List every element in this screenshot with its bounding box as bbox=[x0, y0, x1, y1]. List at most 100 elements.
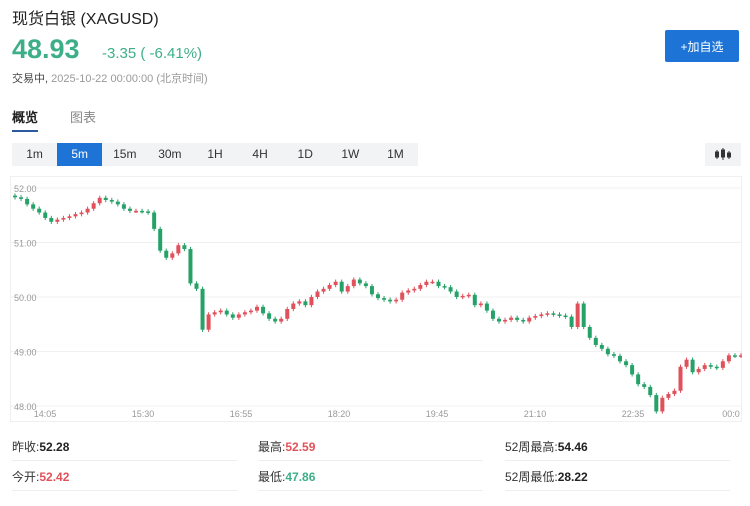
candle-body bbox=[648, 386, 653, 396]
stat-label: 52周最高: bbox=[505, 440, 558, 454]
candle-body bbox=[714, 366, 719, 369]
stat-label: 昨收: bbox=[12, 440, 40, 454]
candle-body bbox=[563, 315, 568, 318]
candle-body bbox=[436, 281, 441, 287]
interval-1W[interactable]: 1W bbox=[341, 147, 360, 161]
x-tick-label: 00:0 bbox=[722, 409, 740, 419]
candle-body bbox=[13, 195, 17, 198]
stat-label: 今开: bbox=[12, 470, 40, 484]
interval-4H[interactable]: 4H bbox=[252, 147, 268, 161]
candle-body bbox=[581, 303, 586, 327]
tab-overview[interactable]: 概览 bbox=[12, 107, 39, 132]
candle-body bbox=[194, 283, 199, 289]
candle-body bbox=[660, 397, 665, 412]
candle-body bbox=[255, 306, 259, 311]
candle-body bbox=[158, 228, 163, 251]
candle-body bbox=[466, 294, 471, 297]
candle-body bbox=[726, 355, 731, 362]
y-tick-label: 50.00 bbox=[14, 293, 37, 303]
candle-body bbox=[400, 292, 405, 300]
stat-item: 今开:52.42 bbox=[12, 468, 69, 485]
stat-item: 昨收:52.28 bbox=[12, 438, 69, 455]
instrument-title: 现货白银 (XAGUSD) bbox=[12, 11, 159, 28]
candle-body bbox=[599, 344, 604, 349]
candle-body bbox=[478, 303, 483, 306]
divider bbox=[258, 460, 483, 461]
candle-body bbox=[739, 355, 742, 357]
candle-body bbox=[678, 366, 683, 391]
candle-body bbox=[333, 281, 338, 286]
candle-body bbox=[636, 374, 641, 385]
interval-1H[interactable]: 1H bbox=[207, 147, 223, 161]
interval-1m[interactable]: 1m bbox=[26, 147, 43, 161]
candle-body bbox=[212, 312, 217, 315]
candle-body bbox=[31, 204, 36, 209]
candle-body bbox=[267, 313, 272, 319]
candle-body bbox=[527, 317, 532, 322]
candle-body bbox=[303, 301, 308, 306]
candle-body bbox=[37, 208, 42, 213]
candle-body bbox=[176, 245, 181, 254]
candle-body bbox=[242, 312, 247, 315]
candle-body bbox=[43, 212, 48, 218]
add-watchlist-button[interactable]: +加自选 bbox=[665, 30, 739, 62]
candle-body bbox=[297, 301, 302, 304]
x-tick-label: 21:10 bbox=[524, 409, 547, 419]
candle-body bbox=[497, 318, 501, 322]
candle-body bbox=[448, 287, 453, 292]
candle-body bbox=[388, 299, 393, 302]
candle-body bbox=[515, 317, 520, 320]
candle-body bbox=[357, 279, 362, 284]
candle-body bbox=[49, 217, 54, 222]
divider bbox=[505, 490, 730, 491]
candle-body bbox=[545, 313, 550, 315]
divider bbox=[258, 490, 483, 491]
interval-30m[interactable]: 30m bbox=[158, 147, 182, 161]
candle-body bbox=[25, 198, 30, 205]
x-tick-label: 19:45 bbox=[426, 409, 449, 419]
x-tick-label: 22:35 bbox=[622, 409, 645, 419]
candle-body bbox=[321, 288, 326, 292]
candle-body bbox=[85, 208, 90, 213]
chart-type-button[interactable] bbox=[705, 143, 741, 166]
interval-1M[interactable]: 1M bbox=[387, 147, 404, 161]
candle-body bbox=[708, 365, 713, 367]
candle-body bbox=[363, 283, 368, 287]
stat-item: 52周最高:54.46 bbox=[505, 438, 588, 455]
x-tick-label: 15:30 bbox=[132, 409, 155, 419]
interval-15m[interactable]: 15m bbox=[113, 147, 137, 161]
candle-body bbox=[503, 319, 508, 322]
candle-body bbox=[412, 288, 417, 291]
y-tick-label: 48.00 bbox=[14, 402, 37, 412]
candle-body bbox=[261, 306, 266, 314]
candle-body bbox=[539, 314, 544, 317]
interval-selector: 1m 5m 15m 30m 1H 4H 1D 1W 1M bbox=[12, 143, 418, 166]
stats-panel: 昨收:52.28 最高:52.59 52周最高:54.46 今开:52.42 最低:47… bbox=[12, 430, 740, 500]
candle-body bbox=[654, 395, 659, 412]
candle-body bbox=[684, 359, 689, 367]
interval-5m[interactable]: 5m bbox=[57, 143, 103, 166]
stat-label: 52周最低: bbox=[505, 470, 558, 484]
candle-body bbox=[79, 212, 84, 215]
interval-1D[interactable]: 1D bbox=[297, 147, 313, 161]
candle-body bbox=[490, 310, 495, 319]
candlestick-icon bbox=[715, 148, 731, 160]
price-change: -3.35 ( -6.41%) bbox=[102, 45, 203, 62]
y-tick-label: 49.00 bbox=[14, 348, 37, 358]
candle-body bbox=[624, 361, 629, 366]
stat-item: 最高:52.59 bbox=[258, 438, 315, 455]
candle-body bbox=[182, 245, 187, 250]
candle-body bbox=[115, 201, 120, 205]
x-tick-label: 18:20 bbox=[328, 409, 351, 419]
stat-value: 52.59 bbox=[285, 440, 316, 454]
divider bbox=[12, 490, 237, 491]
candle-body bbox=[200, 288, 205, 330]
candle-body bbox=[732, 355, 737, 357]
candle-body bbox=[509, 317, 514, 320]
candle-body bbox=[73, 214, 78, 217]
candle-body bbox=[146, 211, 151, 213]
candle-body bbox=[533, 316, 538, 318]
tab-chart[interactable]: 图表 bbox=[70, 110, 97, 125]
candle-body bbox=[109, 199, 114, 202]
